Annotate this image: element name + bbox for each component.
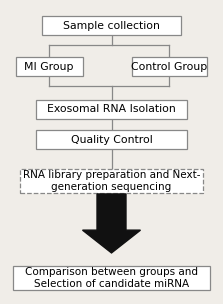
Text: Quality Control: Quality Control	[71, 135, 152, 145]
Bar	[13, 266, 210, 290]
Text: MI Group: MI Group	[24, 62, 74, 72]
Text: Sample collection: Sample collection	[63, 21, 160, 31]
Bar	[132, 57, 207, 76]
Bar	[36, 100, 187, 119]
Text: Exosomal RNA Isolation: Exosomal RNA Isolation	[47, 105, 176, 114]
Text: Comparison between groups and
Selection of candidate miRNA: Comparison between groups and Selection …	[25, 267, 198, 289]
Bar	[16, 57, 83, 76]
Text: Control Group: Control Group	[131, 62, 208, 72]
Text: RNA library preparation and Next-
generation sequencing: RNA library preparation and Next- genera…	[23, 170, 200, 192]
Polygon shape	[83, 194, 140, 253]
Bar	[42, 16, 181, 35]
Bar	[20, 169, 203, 193]
Bar	[36, 130, 187, 149]
